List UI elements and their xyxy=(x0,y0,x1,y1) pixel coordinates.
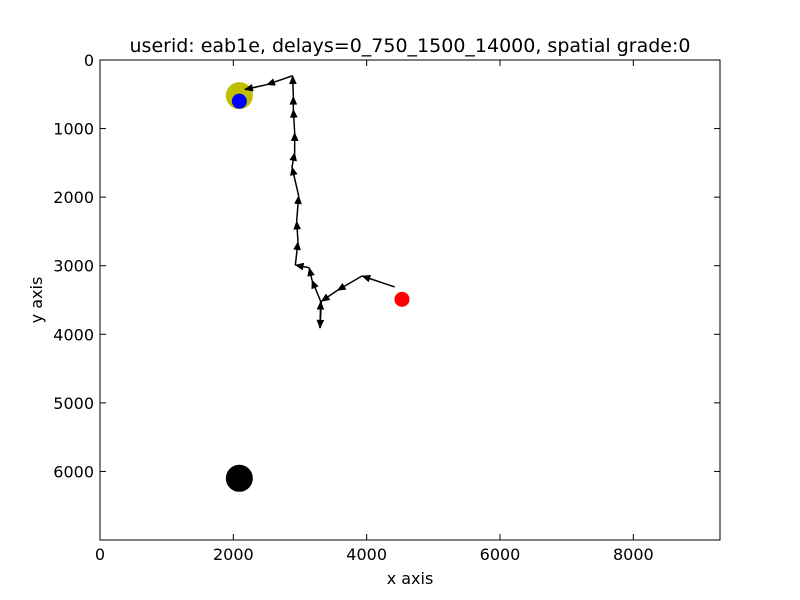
x-tick-label: 0 xyxy=(95,545,105,564)
y-axis-label: y axis xyxy=(27,277,46,324)
y-tick-label: 6000 xyxy=(53,462,94,481)
path-arrowhead xyxy=(293,241,301,251)
y-tick-label: 4000 xyxy=(53,325,94,344)
y-tick-label: 2000 xyxy=(53,188,94,207)
path-arrowhead xyxy=(294,262,305,271)
scatter-point-2 xyxy=(394,291,410,307)
path-arrowhead xyxy=(289,151,297,162)
x-tick-label: 2000 xyxy=(213,545,254,564)
y-tick-label: 1000 xyxy=(53,120,94,139)
scatter-point-3 xyxy=(225,464,253,492)
path-arrowhead xyxy=(336,282,347,291)
path-arrowhead xyxy=(290,132,299,141)
y-tick-label: 5000 xyxy=(53,394,94,413)
x-tick-label: 4000 xyxy=(346,545,387,564)
path-arrowhead xyxy=(266,78,276,86)
path-arrowhead xyxy=(316,300,325,310)
chart-title: userid: eab1e, delays=0_750_1500_14000, … xyxy=(130,35,691,57)
scatter-point-1 xyxy=(231,93,247,109)
path-arrowhead xyxy=(244,83,254,92)
x-axis-label: x axis xyxy=(387,569,434,588)
path-arrowhead xyxy=(307,267,315,277)
path-arrowhead xyxy=(289,95,298,105)
path-arrowhead xyxy=(290,166,298,176)
path-arrowhead xyxy=(294,195,302,205)
x-tick-label: 8000 xyxy=(613,545,654,564)
path-arrowhead xyxy=(311,279,319,290)
path-arrowhead xyxy=(289,108,298,118)
path-arrowhead xyxy=(320,293,331,302)
path-arrowhead xyxy=(289,75,297,85)
y-tick-label: 3000 xyxy=(53,257,94,276)
axes-frame xyxy=(99,59,721,541)
path-arrowhead xyxy=(293,220,302,230)
x-tick-label: 6000 xyxy=(480,545,521,564)
path-arrowhead xyxy=(361,274,372,283)
y-tick-label: 0 xyxy=(84,51,94,70)
plot-area: 0 2000 4000 6000 8000 0 1000 2000 3000 4000 5000 60… xyxy=(53,51,721,564)
